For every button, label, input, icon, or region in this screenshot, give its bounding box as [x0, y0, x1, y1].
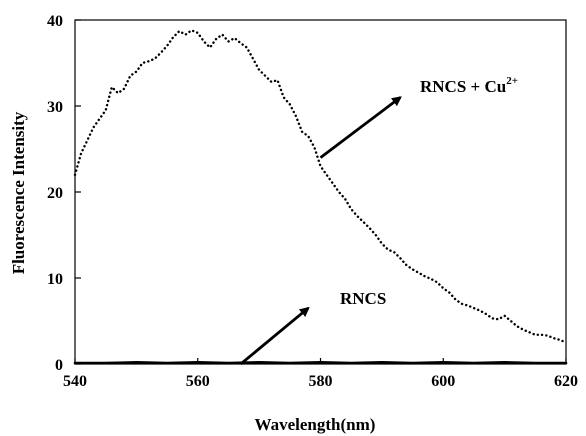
series-layer — [73, 29, 568, 365]
x-tick-label: 560 — [186, 373, 210, 390]
x-tick-label: 580 — [309, 373, 333, 390]
label-rncs-cu: RNCS + Cu2+ — [420, 75, 518, 96]
rncs-arrow — [239, 306, 310, 366]
label-rncs-cu-superscript: 2+ — [506, 75, 518, 87]
label-rncs-cu-text: RNCS + Cu — [420, 77, 506, 96]
x-axis-title: Wavelength(nm) — [255, 415, 376, 434]
y-axis-title: Fluorescence Intensity — [9, 111, 28, 274]
y-tick-label: 0 — [55, 357, 63, 374]
rncs-cu-arrow — [319, 96, 402, 159]
y-axis-ticks: 0 10 20 30 40 — [47, 13, 81, 374]
x-tick-label: 620 — [554, 373, 578, 390]
y-tick-label: 40 — [47, 13, 63, 30]
y-tick-label: 20 — [47, 185, 63, 202]
annotation-layer: RNCS + Cu2+ RNCS — [239, 75, 518, 366]
plot-border — [74, 19, 567, 365]
x-tick-label: 600 — [431, 373, 455, 390]
y-tick-label: 10 — [47, 271, 63, 288]
y-tick-label: 30 — [47, 99, 63, 116]
x-axis-ticks: 540 560 580 600 620 — [63, 358, 578, 390]
label-rncs: RNCS — [340, 289, 386, 308]
plot-frame — [74, 19, 567, 365]
series-rncs-line — [73, 361, 568, 365]
x-tick-label: 540 — [63, 373, 87, 390]
